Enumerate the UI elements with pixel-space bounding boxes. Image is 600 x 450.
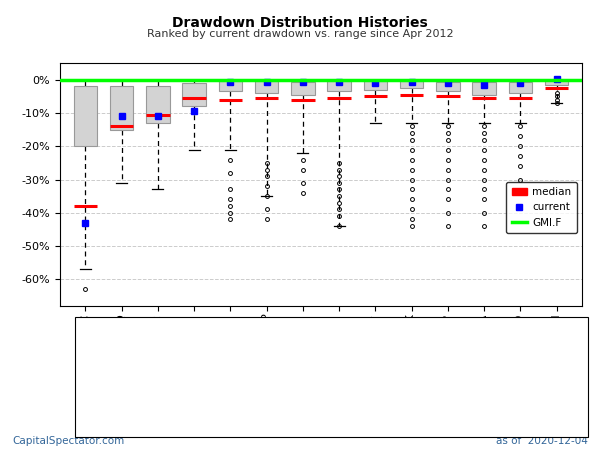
Bar [146, 86, 170, 123]
Text: US REITs (VNQ): US REITs (VNQ) [84, 342, 149, 351]
Text: Commodities (GCC): Commodities (GCC) [84, 328, 169, 337]
Bar [545, 80, 568, 85]
Text: US Bonds (BND): US Bonds (BND) [84, 385, 154, 394]
Bar [74, 86, 97, 146]
Bar [110, 86, 133, 130]
Text: Foreign REITs (VNQI): Foreign REITs (VNQI) [84, 371, 172, 380]
Bar [182, 83, 206, 106]
Bar [291, 82, 314, 94]
Text: CapitalSpectator.com: CapitalSpectator.com [12, 436, 124, 446]
Text: Emg Mkt Gov't Bonds (EMLC): Emg Mkt Gov't Bonds (EMLC) [84, 356, 211, 365]
Text: Drawdown Distribution Histories: Drawdown Distribution Histories [172, 16, 428, 30]
Text: Emg Mkt Stocks (VWO): Emg Mkt Stocks (VWO) [337, 400, 437, 409]
Text: US Stocks (VTI): US Stocks (VTI) [337, 414, 404, 423]
Bar [400, 81, 424, 88]
Text: as of  2020-12-04: as of 2020-12-04 [496, 436, 588, 446]
Bar [218, 81, 242, 91]
Bar [472, 82, 496, 94]
Text: Foreign Devlp'd Mkt Gov't Bonds (BWX): Foreign Devlp'd Mkt Gov't Bonds (BWX) [84, 414, 255, 423]
Bar [328, 81, 351, 91]
Bar [436, 82, 460, 91]
Text: Foreign Gov't Inflation-Linked Bonds (WIP): Foreign Gov't Inflation-Linked Bonds (WI… [337, 371, 520, 380]
Text: US TIPS (TIP): US TIPS (TIP) [84, 400, 139, 409]
Text: Ranked by current drawdown vs. range since Apr 2012: Ranked by current drawdown vs. range sin… [146, 29, 454, 39]
Text: Foreign Invest-Grade Corp Bonds (PICB): Foreign Invest-Grade Corp Bonds (PICB) [337, 328, 510, 337]
Bar [364, 81, 387, 90]
Bar [255, 81, 278, 93]
Bar [509, 82, 532, 93]
Text: US Junk Bonds (JNK): US Junk Bonds (JNK) [337, 356, 424, 365]
Text: Foreign Stocks Devlp'd Mkts (VEA): Foreign Stocks Devlp'd Mkts (VEA) [337, 385, 486, 394]
Legend: median, current, GMI.F: median, current, GMI.F [506, 182, 577, 233]
Text: Foreign Junk Bonds (IHY): Foreign Junk Bonds (IHY) [337, 342, 444, 351]
